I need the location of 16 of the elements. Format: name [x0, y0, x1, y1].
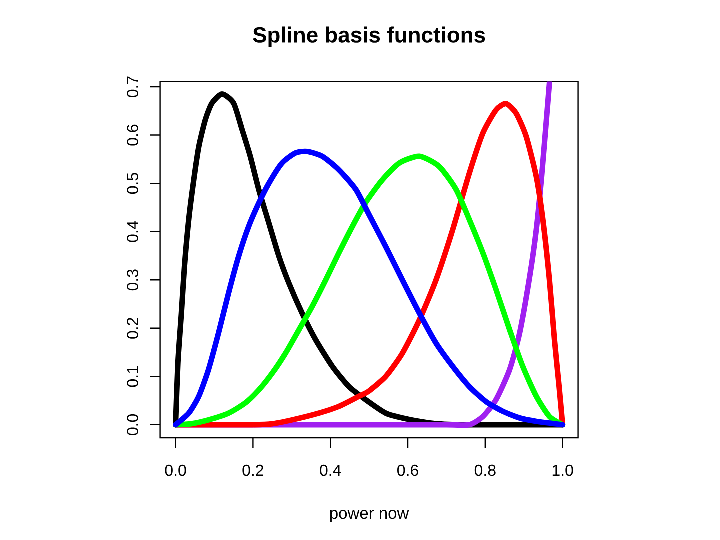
x-axis-title: power now [330, 510, 410, 522]
chart-title: Spline basis functions [253, 26, 486, 48]
x-tick-label: 0.6 [398, 464, 418, 476]
y-tick-label: 0.4 [127, 221, 138, 242]
y-tick-label: 0.2 [127, 318, 138, 339]
y-tick-label: 0.0 [127, 414, 138, 436]
x-tick-label: 1.0 [552, 464, 574, 476]
y-tick-label: 0.3 [127, 270, 138, 291]
x-tick-label: 0.8 [474, 464, 496, 476]
y-tick-label: 0.7 [127, 76, 138, 98]
x-tick-label: 0.2 [242, 464, 264, 476]
y-tick-label: 0.1 [127, 366, 138, 388]
x-tick-label: 0.0 [165, 464, 186, 476]
y-tick-label: 0.5 [127, 173, 138, 194]
x-tick-label: 0.4 [320, 464, 342, 476]
y-tick-label: 0.6 [127, 124, 138, 146]
